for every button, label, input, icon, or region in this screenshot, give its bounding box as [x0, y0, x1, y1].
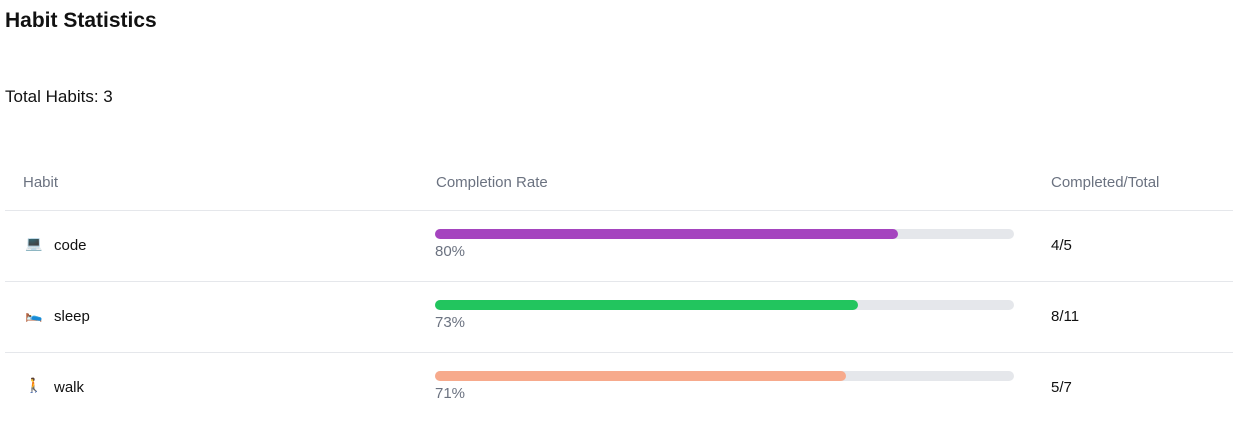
habit-row: 💻 code 80% 4/5 [5, 211, 1233, 282]
habit-icon: 💻 [25, 236, 43, 252]
progress-track [435, 229, 1014, 239]
progress-track [435, 371, 1014, 381]
habit-icon: 🛌 [25, 307, 43, 323]
summary: Total Habits: 3 [5, 87, 113, 106]
habit-icon: 🚶 [25, 378, 43, 394]
completed-total: 5/7 [1051, 379, 1072, 396]
habit-name: code [54, 237, 87, 254]
completed-total: 8/11 [1051, 308, 1080, 325]
header-row: Habit Completion Rate Completed/Total [5, 155, 1233, 211]
progress-track [435, 300, 1014, 310]
progress-bar [435, 300, 858, 310]
habit-name: sleep [54, 308, 90, 325]
column-header: Habit [23, 174, 59, 191]
habit-name: walk [54, 379, 85, 396]
habit-row: 🛌 sleep 73% 8/11 [5, 282, 1233, 353]
rate-label: 71% [435, 385, 466, 402]
rate-label: 80% [435, 243, 466, 260]
column-header: Completion Rate [436, 174, 548, 191]
rate-label: 73% [435, 314, 466, 331]
progress-bar [435, 229, 899, 239]
progress-bar [435, 371, 847, 381]
column-header: Completed/Total [1051, 174, 1160, 191]
habit-row: 🚶 walk 71% 5/7 [5, 353, 1233, 423]
stats-table: Habit Completion Rate Completed/Total 💻 code… [5, 155, 1233, 423]
completed-total: 4/5 [1051, 237, 1072, 254]
page-title: Habit Statistics [5, 9, 157, 32]
